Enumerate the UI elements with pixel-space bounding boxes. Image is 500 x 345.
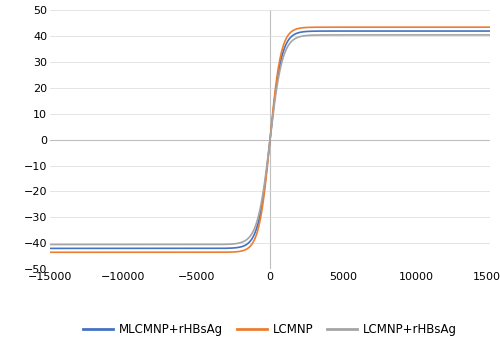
Legend: MLCMNP+rHBsAg, LCMNP, LCMNP+rHBsAg: MLCMNP+rHBsAg, LCMNP, LCMNP+rHBsAg: [78, 318, 462, 341]
